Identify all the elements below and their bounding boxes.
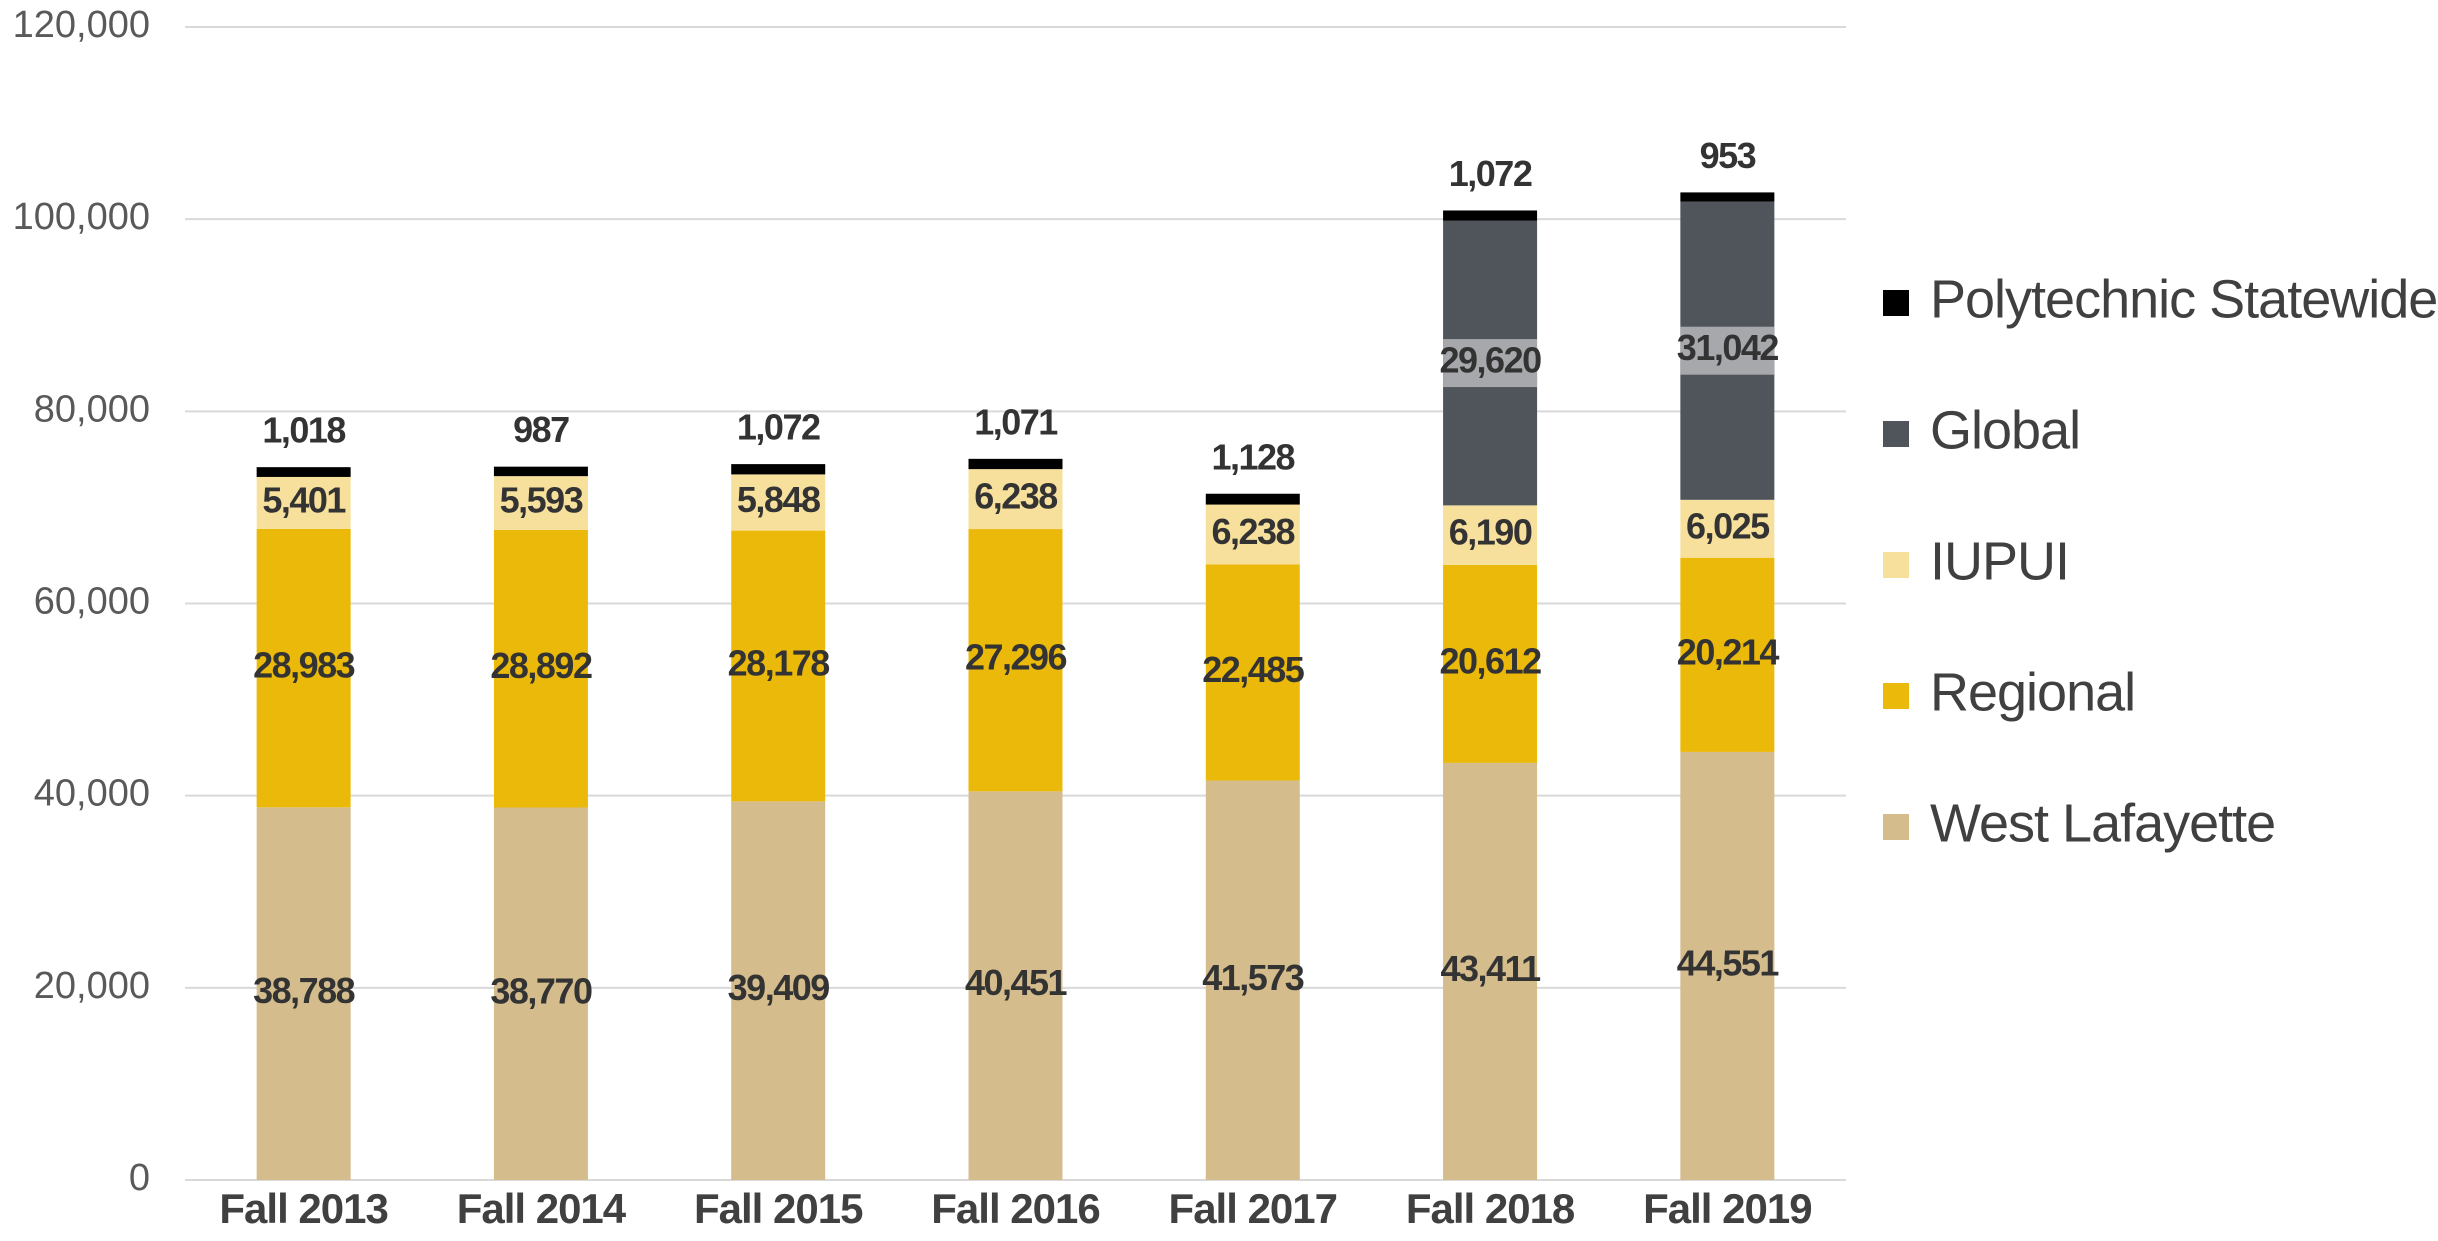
- y-tick-label: 0: [129, 1157, 150, 1199]
- data-label: 5,401: [262, 479, 346, 520]
- data-label: 38,788: [253, 970, 355, 1011]
- x-tick-label: Fall 2014: [457, 1185, 627, 1232]
- data-label: 31,042: [1677, 327, 1779, 368]
- legend-label: Polytechnic Statewide: [1930, 269, 2437, 329]
- bar-segment: [1443, 505, 1538, 565]
- legend-label: Global: [1930, 400, 2080, 460]
- data-label: 29,620: [1440, 340, 1542, 381]
- x-tick-label: Fall 2013: [219, 1185, 387, 1232]
- bar-segment: [731, 801, 826, 1180]
- bar-segment: [1205, 564, 1300, 781]
- data-label: 1,018: [262, 410, 345, 451]
- data-label: 1,072: [737, 407, 820, 448]
- data-label: 43,411: [1441, 948, 1542, 989]
- data-label: 28,892: [490, 645, 592, 686]
- x-tick-label: Fall 2019: [1643, 1185, 1811, 1232]
- data-label: 1,072: [1449, 153, 1532, 194]
- y-tick-label: 40,000: [34, 773, 150, 815]
- x-tick-label: Fall 2018: [1406, 1185, 1575, 1232]
- bar-segment: [1443, 762, 1538, 1180]
- y-tick-label: 80,000: [34, 388, 150, 430]
- data-label: 6,238: [974, 476, 1057, 517]
- data-label: 22,485: [1202, 649, 1305, 690]
- data-label: 6,025: [1686, 505, 1770, 546]
- label-band: [1680, 326, 1775, 375]
- bar-segment: [1205, 780, 1300, 1180]
- data-label: 6,190: [1449, 512, 1532, 553]
- bar-segment: [1443, 564, 1538, 763]
- bar-segment: [968, 529, 1063, 792]
- bar-segment: [256, 476, 351, 529]
- data-label: 5,593: [500, 480, 583, 521]
- y-tick-label: 100,000: [13, 196, 150, 238]
- bar-segment: [731, 530, 826, 802]
- legend-swatch: [1883, 683, 1909, 709]
- data-label: 5,848: [737, 479, 820, 520]
- data-label: 44,551: [1677, 942, 1780, 983]
- bar-segment: [1680, 557, 1775, 752]
- bar-segment: [493, 807, 588, 1180]
- bar-segment: [1680, 499, 1775, 558]
- x-tick-label: Fall 2015: [694, 1185, 863, 1232]
- x-tick-label: Fall 2016: [931, 1185, 1099, 1232]
- label-band: [1443, 339, 1538, 388]
- bar-segment: [493, 466, 588, 477]
- y-tick-label: 60,000: [34, 581, 150, 623]
- data-label: 39,409: [728, 967, 830, 1008]
- data-label: 28,178: [728, 642, 830, 683]
- y-tick-label: 20,000: [34, 965, 150, 1007]
- data-label: 40,451: [965, 962, 1068, 1003]
- x-tick-label: Fall 2017: [1169, 1185, 1337, 1232]
- bar-segment: [968, 791, 1063, 1180]
- data-label: 1,071: [974, 401, 1058, 442]
- legend-swatch: [1883, 552, 1909, 578]
- data-label: 38,770: [490, 970, 592, 1011]
- data-label: 1,128: [1211, 436, 1294, 477]
- bar-segment: [968, 469, 1063, 530]
- bar-segment: [1443, 210, 1538, 221]
- bar-segment: [1205, 504, 1300, 565]
- bar-segment: [731, 464, 826, 475]
- legend-label: IUPUI: [1930, 531, 2069, 591]
- data-label: 27,296: [965, 637, 1067, 678]
- bar-segment: [968, 458, 1063, 470]
- legend-swatch: [1883, 421, 1909, 447]
- bar-segment: [731, 474, 826, 531]
- bar-segment: [256, 467, 351, 477]
- data-label: 953: [1700, 135, 1756, 176]
- y-tick-label: 120,000: [13, 4, 150, 46]
- bar-segment: [256, 528, 351, 808]
- legend-label: Regional: [1930, 662, 2135, 722]
- data-label: 987: [513, 409, 569, 450]
- bar-segment: [1205, 493, 1300, 505]
- data-label: 28,983: [253, 645, 355, 686]
- bar-segment: [256, 807, 351, 1180]
- legend-swatch: [1883, 290, 1909, 316]
- legend-label: West Lafayette: [1930, 793, 2275, 853]
- data-label: 41,573: [1202, 957, 1304, 998]
- bar-segment: [1680, 751, 1775, 1180]
- bar-segment: [1680, 192, 1775, 202]
- data-label: 6,238: [1211, 511, 1294, 552]
- legend-swatch: [1883, 814, 1909, 840]
- bar-segment: [493, 476, 588, 530]
- data-label: 20,214: [1677, 631, 1780, 672]
- bar-segment: [493, 529, 588, 808]
- data-label: 20,612: [1440, 640, 1542, 681]
